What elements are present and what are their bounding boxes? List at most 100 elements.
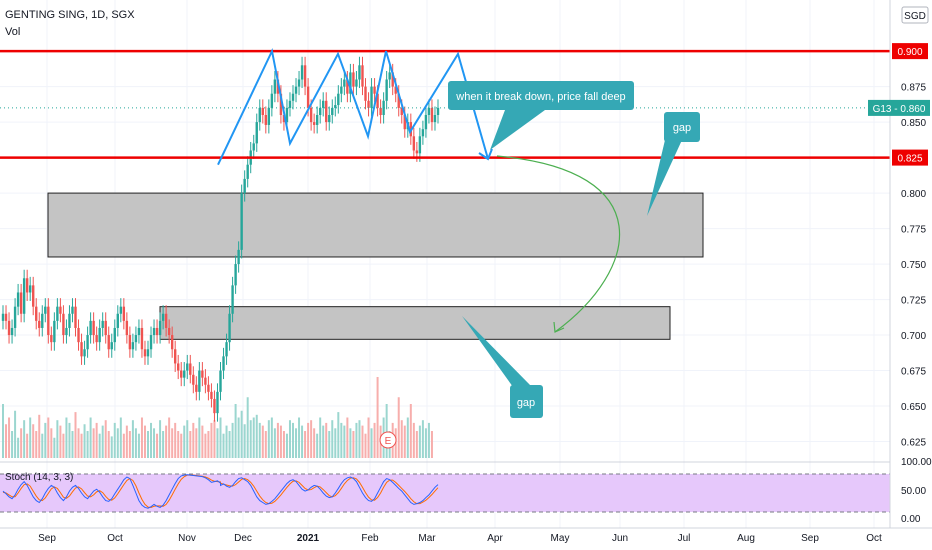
volume-bar [131, 420, 134, 458]
candle-body [201, 370, 204, 378]
candle-body [110, 342, 113, 350]
price-tick-label: 0.750 [901, 260, 926, 271]
price-label-box [868, 99, 930, 116]
candle-body [331, 107, 334, 115]
volume-bar [165, 425, 168, 458]
candle-body [322, 100, 325, 108]
candle-body [282, 115, 286, 123]
volume-bar [313, 428, 316, 458]
curved-arrow [496, 155, 621, 333]
candle-body [243, 178, 246, 194]
candle-body [400, 107, 403, 115]
candle-body [349, 72, 352, 94]
candle-body [279, 93, 283, 115]
volume-bar [101, 425, 104, 458]
time-tick-label: May [551, 533, 570, 544]
candle-body [340, 86, 343, 94]
volume-bar [38, 414, 41, 458]
volume-bar [65, 417, 68, 458]
candle-body [155, 327, 159, 336]
currency-badge[interactable]: SGD [901, 6, 929, 24]
candle-body [294, 86, 298, 94]
price-label-text: 0.900 [897, 47, 922, 58]
candle-body [131, 342, 135, 350]
candle-body [32, 285, 35, 307]
candle-body [430, 107, 434, 123]
volume-bar [128, 431, 131, 458]
stoch-axis-label: 50.00 [901, 486, 926, 497]
time-axis[interactable]: Sep Oct Nov Dec 2021 Feb Mar Apr May Jun Jul Aug Sep… [0, 527, 932, 544]
volume-bar [252, 417, 255, 458]
candle-body [264, 115, 268, 125]
pattern-line [217, 47, 489, 166]
candle-body [376, 93, 379, 108]
time-tick-label: Aug [737, 533, 755, 544]
candle-body [373, 86, 376, 94]
candle-body [303, 65, 307, 87]
volume-bar [418, 425, 421, 458]
price-label-text: 0.825 [897, 154, 922, 165]
candle-body [47, 306, 50, 336]
volume-bar [147, 431, 149, 458]
volume-bar [400, 420, 403, 458]
candle-body [225, 342, 228, 357]
price-tick-label: 0.675 [901, 367, 926, 378]
volume-bar [2, 404, 4, 458]
volume-bar [385, 404, 388, 458]
candle-body [149, 335, 153, 350]
candle-body [74, 306, 77, 328]
candle-body [210, 391, 213, 399]
volume-bar [352, 431, 355, 458]
candle-body [4, 313, 8, 321]
volume-bar [376, 377, 379, 458]
candle-body [255, 122, 258, 144]
volume-bar [171, 428, 174, 458]
volume-bar [11, 431, 14, 458]
candle-body [119, 306, 123, 314]
volume-bar [195, 428, 198, 458]
candle-body [273, 79, 277, 94]
volume-bar [261, 425, 264, 458]
volume-bar [189, 431, 192, 458]
volume-bar [298, 417, 301, 458]
candle-body [270, 93, 274, 108]
volume-bar [307, 422, 310, 458]
candle-body [355, 79, 358, 87]
candle-body [83, 349, 86, 357]
earnings-label: E [385, 436, 392, 447]
candle-body [183, 370, 186, 378]
volume-bar [288, 420, 291, 458]
volume-bar [282, 431, 285, 458]
time-tick-label: Jul [678, 533, 691, 544]
volume-bar [412, 422, 415, 458]
candle-body [370, 86, 373, 108]
time-tick-label: Dec [234, 533, 252, 544]
price-label-box [892, 43, 928, 60]
price-axis[interactable]: 0.625 0.650 0.675 0.700 0.725 0.750 0.775 0.800… [868, 0, 930, 528]
callout-tail [490, 110, 545, 150]
pattern-zigzag [217, 47, 493, 166]
volume-bar [222, 433, 225, 458]
candle-body [146, 349, 150, 357]
volume-bar [168, 417, 171, 458]
candle-body [98, 327, 101, 343]
volume-bar [373, 422, 376, 458]
volume-bar [409, 404, 412, 458]
volume-bar [8, 417, 11, 458]
candle-body [288, 100, 292, 108]
volume-bar [213, 420, 216, 458]
volume-bar [26, 433, 29, 458]
callout-text: gap [673, 122, 691, 134]
stoch-band [0, 474, 890, 512]
volume-bar [364, 433, 367, 458]
earnings-marker[interactable]: E [379, 431, 397, 449]
candle-body [318, 107, 322, 115]
candle-body [204, 377, 207, 385]
callout-text: gap [517, 397, 535, 409]
volume-bar [14, 410, 17, 458]
candle-body [189, 363, 192, 375]
candle-body [415, 150, 419, 154]
volume-bar [89, 417, 92, 458]
volume-bar [110, 436, 113, 458]
